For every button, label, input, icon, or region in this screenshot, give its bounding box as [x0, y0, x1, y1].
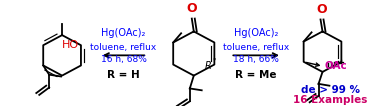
Text: OAc: OAc [324, 61, 347, 71]
Text: '': '' [212, 57, 216, 66]
Text: toluene, reflux: toluene, reflux [223, 43, 289, 52]
Text: R: R [204, 61, 211, 71]
Text: R = Me: R = Me [235, 70, 277, 80]
Text: 18 h, 66%: 18 h, 66% [233, 55, 279, 64]
Text: 16 Examples: 16 Examples [293, 95, 368, 105]
Text: toluene, reflux: toluene, reflux [90, 43, 156, 52]
Text: Hg(OAc)₂: Hg(OAc)₂ [101, 28, 146, 38]
Text: de > 99 %: de > 99 % [301, 85, 360, 95]
Text: Hg(OAc)₂: Hg(OAc)₂ [234, 28, 278, 38]
Text: O: O [316, 3, 327, 16]
Text: 16 h, 68%: 16 h, 68% [101, 55, 146, 64]
Text: R = H: R = H [107, 70, 140, 80]
Text: HO: HO [62, 40, 79, 50]
Text: O: O [186, 2, 197, 15]
